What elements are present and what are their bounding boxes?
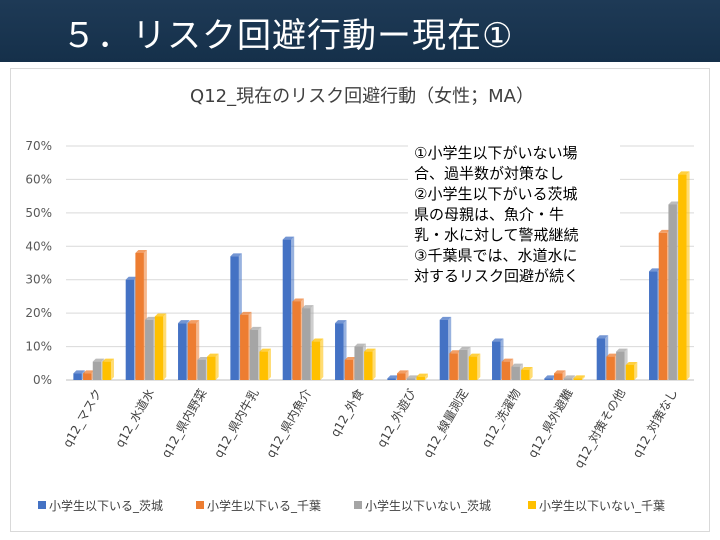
annotation-line: ②小学生以下がいる茨城	[414, 185, 577, 203]
x-tick-label: q12_水道水	[113, 387, 158, 450]
chart-legend: 小学生以下いる_茨城 小学生以下いる_千葉 小学生以下いない_茨城 小学生以下いない_…	[38, 498, 665, 513]
y-tick-label: 0%	[33, 373, 52, 387]
legend-item: 小学生以下いない_茨城	[354, 498, 491, 513]
chart-bars	[73, 171, 690, 380]
bar	[154, 313, 167, 380]
bar	[311, 338, 324, 380]
legend-swatch	[354, 501, 362, 509]
legend-item: 小学生以下いる_千葉	[196, 498, 321, 513]
y-tick-label: 30%	[25, 273, 52, 287]
annotation-background	[408, 140, 620, 292]
annotation-line: 合、過半数が対策なし	[414, 165, 564, 183]
y-tick-label: 20%	[25, 306, 52, 320]
legend-swatch	[38, 501, 46, 509]
x-tick-label: q12_県外避難	[524, 386, 575, 460]
bar	[207, 353, 219, 380]
y-tick-label: 70%	[25, 139, 52, 153]
x-tick-label: q12_県内牛乳	[210, 386, 261, 460]
x-tick-label: q12_対策なし	[630, 387, 681, 461]
slide-title: ５．リスク回避行動ー現在①	[62, 16, 514, 56]
legend-label: 小学生以下いない_千葉	[539, 498, 665, 513]
legend-label: 小学生以下いない_茨城	[365, 498, 491, 513]
bar	[416, 373, 428, 380]
y-tick-label: 40%	[25, 239, 52, 253]
x-tick-label: q12_県内魚介	[264, 387, 315, 461]
bar	[563, 375, 576, 380]
legend-item: 小学生以下いない_千葉	[528, 498, 665, 513]
y-axis-tick-labels: 0% 10% 20% 30% 40% 50% 60% 70%	[25, 139, 52, 387]
legend-label: 小学生以下いる_茨城	[49, 498, 163, 513]
annotation-line: 乳・水に対して警戒継続	[414, 226, 579, 244]
legend-swatch	[528, 501, 536, 509]
bar	[573, 375, 585, 380]
bar	[259, 348, 271, 380]
annotation-line: ③千葉県では、水道水に	[414, 247, 577, 265]
legend-swatch	[196, 501, 204, 509]
y-tick-label: 60%	[25, 172, 52, 186]
legend-item: 小学生以下いる_茨城	[38, 498, 163, 513]
bar	[521, 366, 533, 380]
slide-title-bar: ５．リスク回避行動ー現在①	[0, 0, 720, 62]
x-tick-label: q12_洗濯物	[479, 387, 524, 450]
x-tick-label: q12_対策その他	[572, 387, 629, 471]
y-tick-label: 50%	[25, 206, 52, 220]
x-axis-tick-labels: q12_マスク q12_水道水 q12_県内野菜 q12_県内牛乳 q12_県内魚介 q1…	[60, 386, 680, 470]
y-tick-label: 10%	[25, 340, 52, 354]
bar	[102, 358, 114, 380]
bar	[625, 361, 638, 380]
bar	[468, 353, 481, 380]
annotation-line: ①小学生以下がいない場	[414, 144, 577, 162]
annotation-line: 県の母親は、魚介・牛	[414, 206, 564, 224]
x-tick-label: q12_県内野菜	[159, 387, 210, 461]
chart-title: Q12_現在のリスク回避行動（女性；MA）	[190, 86, 534, 107]
bar	[364, 348, 376, 380]
x-tick-label: q12_外遊び	[373, 386, 418, 450]
bar	[678, 171, 690, 380]
legend-label: 小学生以下いる_千葉	[207, 498, 321, 513]
x-tick-label: q12_マスク	[60, 387, 105, 450]
annotation-line: 対するリスク回避が続く	[414, 267, 579, 285]
x-tick-label: q12_外食	[327, 386, 366, 439]
x-tick-label: q12_線量測定	[420, 386, 471, 460]
